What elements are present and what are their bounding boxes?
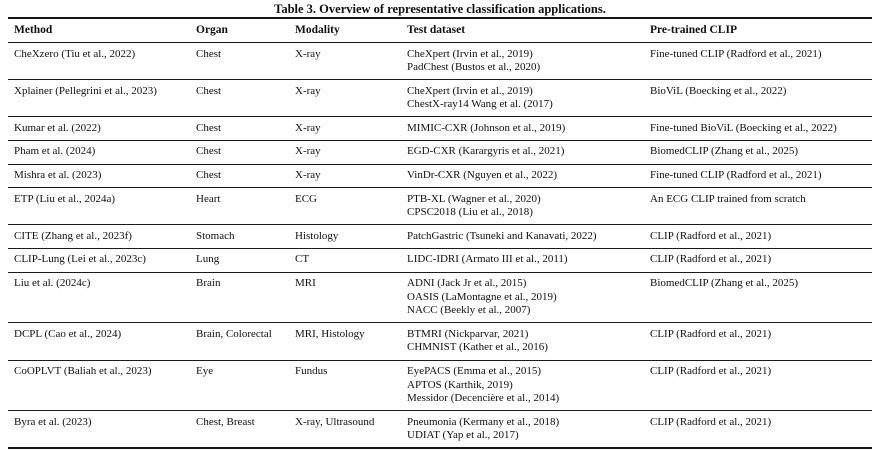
col-header-test-dataset: Test dataset bbox=[401, 18, 644, 43]
table-row: Mishra et al. (2023) Chest X-ray VinDr-C… bbox=[8, 164, 872, 189]
table-row: Kumar et al. (2022) Chest X-ray MIMIC-CX… bbox=[8, 116, 872, 141]
cell-method: CoOPLVT (Baliah et al., 2023) bbox=[8, 360, 190, 412]
table-row: Pham et al. (2024) Chest X-ray EGD-CXR (… bbox=[8, 140, 872, 165]
cell-method: Mishra et al. (2023) bbox=[8, 164, 190, 189]
cell-method: Byra et al. (2023) bbox=[8, 410, 190, 450]
col-header-modality: Modality bbox=[289, 18, 401, 43]
cell-modality: Fundus bbox=[289, 360, 401, 412]
cell-pretrained-clip: Fine-tuned CLIP (Radford et al., 2021) bbox=[644, 164, 872, 189]
cell-organ: Heart bbox=[190, 187, 289, 226]
cell-test-dataset: BTMRI (Nickparvar, 2021) CHMNIST (Kather… bbox=[401, 322, 644, 361]
cell-modality: X-ray bbox=[289, 164, 401, 189]
cell-test-dataset: EyePACS (Emma et al., 2015) APTOS (Karth… bbox=[401, 360, 644, 412]
cell-organ: Brain, Colorectal bbox=[190, 322, 289, 361]
cell-modality: X-ray bbox=[289, 116, 401, 141]
cell-method: DCPL (Cao et al., 2024) bbox=[8, 322, 190, 361]
cell-test-dataset: LIDC-IDRI (Armato III et al., 2011) bbox=[401, 248, 644, 273]
col-header-organ: Organ bbox=[190, 18, 289, 43]
cell-modality: X-ray, Ultrasound bbox=[289, 410, 401, 450]
cell-modality: X-ray bbox=[289, 42, 401, 81]
cell-organ: Brain bbox=[190, 272, 289, 324]
cell-organ: Chest bbox=[190, 79, 289, 118]
cell-test-dataset: VinDr-CXR (Nguyen et al., 2022) bbox=[401, 164, 644, 189]
cell-pretrained-clip: CLIP (Radford et al., 2021) bbox=[644, 360, 872, 412]
cell-pretrained-clip: CLIP (Radford et al., 2021) bbox=[644, 410, 872, 450]
table-row: Byra et al. (2023) Chest, Breast X-ray, … bbox=[8, 410, 872, 450]
cell-method: Kumar et al. (2022) bbox=[8, 116, 190, 141]
cell-modality: X-ray bbox=[289, 79, 401, 118]
cell-organ: Chest bbox=[190, 42, 289, 81]
cell-method: Pham et al. (2024) bbox=[8, 140, 190, 165]
table-row: ETP (Liu et al., 2024a) Heart ECG PTB-XL… bbox=[8, 187, 872, 226]
table-row: DCPL (Cao et al., 2024) Brain, Colorecta… bbox=[8, 322, 872, 361]
cell-method: CITE (Zhang et al., 2023f) bbox=[8, 224, 190, 249]
cell-organ: Chest bbox=[190, 140, 289, 165]
cell-test-dataset: Pneumonia (Kermany et al., 2018) UDIAT (… bbox=[401, 410, 644, 450]
cell-modality: X-ray bbox=[289, 140, 401, 165]
col-header-method: Method bbox=[8, 18, 190, 43]
cell-pretrained-clip: BioViL (Boecking et al., 2022) bbox=[644, 79, 872, 118]
cell-modality: ECG bbox=[289, 187, 401, 226]
cell-method: CLIP-Lung (Lei et al., 2023c) bbox=[8, 248, 190, 273]
cell-test-dataset: MIMIC-CXR (Johnson et al., 2019) bbox=[401, 116, 644, 141]
cell-organ: Chest, Breast bbox=[190, 410, 289, 450]
cell-organ: Chest bbox=[190, 164, 289, 189]
cell-test-dataset: EGD-CXR (Karargyris et al., 2021) bbox=[401, 140, 644, 165]
table-row: Xplainer (Pellegrini et al., 2023) Chest… bbox=[8, 79, 872, 118]
cell-method: Liu et al. (2024c) bbox=[8, 272, 190, 324]
classification-overview-table: Method Organ Modality Test dataset Pre-t… bbox=[8, 17, 872, 450]
cell-test-dataset: PatchGastric (Tsuneki and Kanavati, 2022… bbox=[401, 224, 644, 249]
header-row: Method Organ Modality Test dataset Pre-t… bbox=[8, 18, 872, 43]
cell-pretrained-clip: Fine-tuned BioViL (Boecking et al., 2022… bbox=[644, 116, 872, 141]
cell-pretrained-clip: An ECG CLIP trained from scratch bbox=[644, 187, 872, 226]
cell-pretrained-clip: CLIP (Radford et al., 2021) bbox=[644, 248, 872, 273]
table-row: CheXzero (Tiu et al., 2022) Chest X-ray … bbox=[8, 42, 872, 81]
cell-test-dataset: CheXpert (Irvin et al., 2019) ChestX-ray… bbox=[401, 79, 644, 118]
cell-test-dataset: CheXpert (Irvin et al., 2019) PadChest (… bbox=[401, 42, 644, 81]
cell-test-dataset: PTB-XL (Wagner et al., 2020) CPSC2018 (L… bbox=[401, 187, 644, 226]
table-caption: Table 3. Overview of representative clas… bbox=[274, 2, 606, 16]
cell-pretrained-clip: BiomedCLIP (Zhang et al., 2025) bbox=[644, 140, 872, 165]
cell-pretrained-clip: CLIP (Radford et al., 2021) bbox=[644, 322, 872, 361]
cell-pretrained-clip: CLIP (Radford et al., 2021) bbox=[644, 224, 872, 249]
cell-organ: Lung bbox=[190, 248, 289, 273]
cell-modality: MRI, Histology bbox=[289, 322, 401, 361]
cell-organ: Chest bbox=[190, 116, 289, 141]
table-row: CLIP-Lung (Lei et al., 2023c) Lung CT LI… bbox=[8, 248, 872, 273]
cell-method: Xplainer (Pellegrini et al., 2023) bbox=[8, 79, 190, 118]
table-row: Liu et al. (2024c) Brain MRI ADNI (Jack … bbox=[8, 272, 872, 324]
cell-test-dataset: ADNI (Jack Jr et al., 2015) OASIS (LaMon… bbox=[401, 272, 644, 324]
table-row: CITE (Zhang et al., 2023f) Stomach Histo… bbox=[8, 224, 872, 249]
cell-modality: CT bbox=[289, 248, 401, 273]
cell-pretrained-clip: Fine-tuned CLIP (Radford et al., 2021) bbox=[644, 42, 872, 81]
col-header-pretrained-clip: Pre-trained CLIP bbox=[644, 18, 872, 43]
table-row: CoOPLVT (Baliah et al., 2023) Eye Fundus… bbox=[8, 360, 872, 412]
cell-organ: Stomach bbox=[190, 224, 289, 249]
cell-method: ETP (Liu et al., 2024a) bbox=[8, 187, 190, 226]
cell-pretrained-clip: BiomedCLIP (Zhang et al., 2025) bbox=[644, 272, 872, 324]
cell-method: CheXzero (Tiu et al., 2022) bbox=[8, 42, 190, 81]
cell-modality: Histology bbox=[289, 224, 401, 249]
cell-modality: MRI bbox=[289, 272, 401, 324]
cell-organ: Eye bbox=[190, 360, 289, 412]
